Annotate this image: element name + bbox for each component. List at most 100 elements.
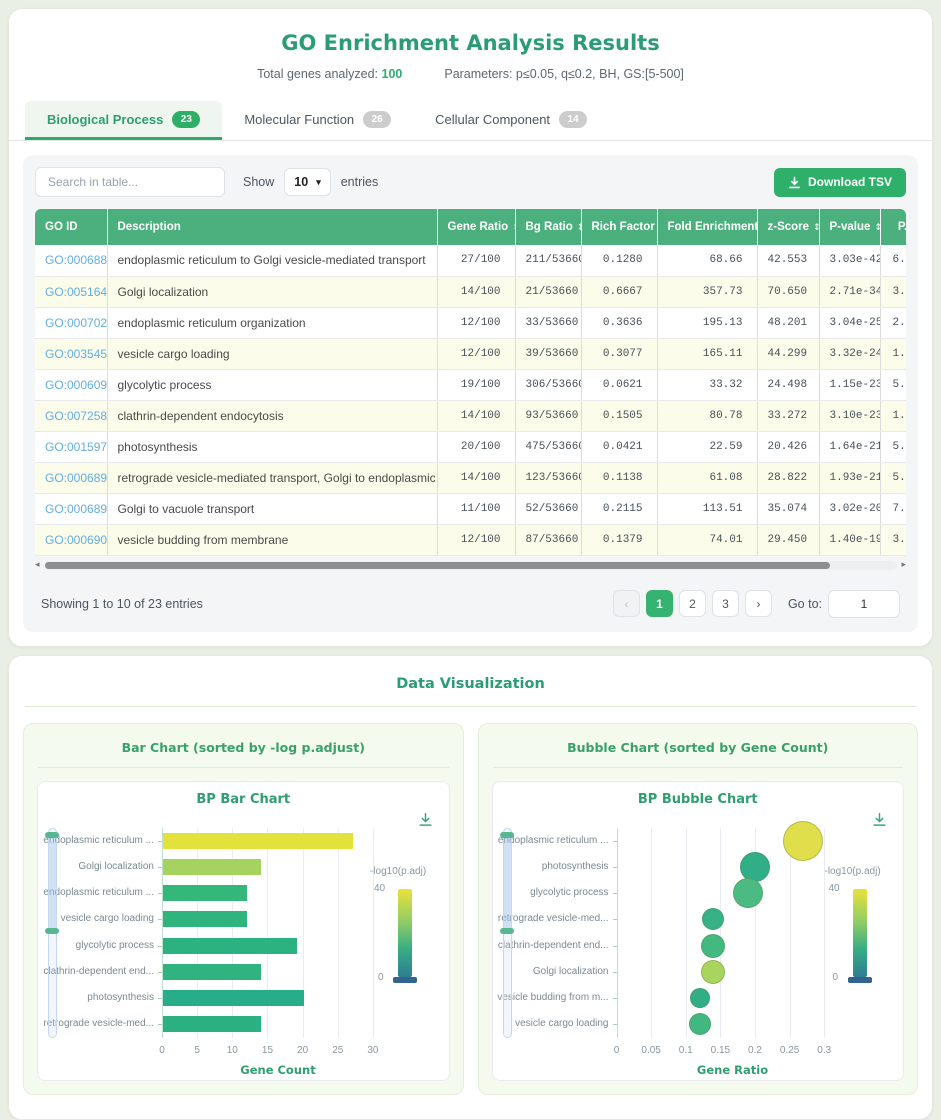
go-id-cell: GO:0006890 xyxy=(35,462,107,494)
bubble[interactable] xyxy=(701,933,726,958)
tab-biological-process[interactable]: Biological Process 23 xyxy=(25,101,223,140)
sort-icon[interactable]: ↕ xyxy=(512,223,515,233)
bubble[interactable] xyxy=(783,820,824,861)
divider xyxy=(38,766,449,768)
download-chart-icon[interactable] xyxy=(872,812,887,832)
table-row: GO:0006096 glycolytic process 19/100 306/53… xyxy=(35,369,906,401)
go-id-link[interactable]: GO:0006888 xyxy=(45,253,107,268)
download-chart-icon[interactable] xyxy=(418,812,433,832)
grid-line xyxy=(197,827,199,1038)
x-tick-label: 25 xyxy=(332,1044,344,1056)
legend-min-handle[interactable] xyxy=(847,976,872,983)
column-header-p-value[interactable]: P-value↕ xyxy=(818,209,880,245)
page-summary: Showing 1 to 10 of 23 entries xyxy=(41,596,203,611)
column-header-bg-ratio[interactable]: Bg Ratio ↕ xyxy=(514,209,581,245)
sort-icon[interactable]: ↕ xyxy=(813,223,819,233)
page-size-select[interactable]: 10 ▾ xyxy=(284,168,331,196)
bar-chart-card-title: Bar Chart (sorted by -log p.adjust) xyxy=(121,739,365,755)
go-id-link[interactable]: GO:0006900 xyxy=(45,532,107,547)
next-page-button[interactable]: › xyxy=(744,590,772,617)
table-panel: Show 10 ▾ entries Download TSV GO ID Desc… xyxy=(23,155,918,632)
cell: 33.272 xyxy=(756,400,819,432)
category-label: photosynthesis xyxy=(541,860,609,872)
tab-molecular-function[interactable]: Molecular Function 26 xyxy=(222,101,413,140)
y-axis-tick xyxy=(158,840,162,842)
cell: 35.074 xyxy=(756,493,819,525)
tab-count-badge: 23 xyxy=(172,110,201,128)
cell: vesicle budding from membrane xyxy=(106,524,437,556)
search-input[interactable] xyxy=(35,167,225,197)
datazoom-handle-top[interactable] xyxy=(499,831,514,838)
column-header-gene-ratio[interactable]: Gene Ratio↕ xyxy=(436,209,515,245)
go-id-link[interactable]: GO:0051645 xyxy=(45,284,107,299)
page-button-2[interactable]: 2 xyxy=(678,590,706,617)
cell: 2.71e-34 xyxy=(818,276,880,308)
go-id-link[interactable]: GO:0006096 xyxy=(45,377,107,392)
cell: 0.1505 xyxy=(580,400,657,432)
cell: 74.01 xyxy=(656,524,757,556)
go-id-link[interactable]: GO:0007029 xyxy=(45,315,107,330)
cell: 42.553 xyxy=(756,245,819,277)
datazoom-handle-bottom[interactable] xyxy=(499,927,514,934)
scrollbar-track[interactable] xyxy=(43,561,898,570)
column-header-fold-enrichment[interactable]: Fold Enrichment↕ xyxy=(656,209,757,245)
column-header-rich-factor[interactable]: Rich Factor ↕ xyxy=(580,209,657,245)
prev-page-button[interactable]: ‹ xyxy=(612,590,640,617)
bar[interactable] xyxy=(163,885,248,902)
bar[interactable] xyxy=(163,858,262,875)
scroll-left-icon[interactable]: ◂ xyxy=(35,560,40,570)
table-row: GO:0006896 Golgi to vacuole transport 11/1… xyxy=(35,493,906,525)
table-body: GO:0006888 endoplasmic reticulum to Golgi… xyxy=(35,245,906,556)
x-tick-label: 20 xyxy=(297,1044,309,1056)
y-axis-tick xyxy=(612,1024,617,1026)
datazoom-handle-top[interactable] xyxy=(45,831,59,838)
page-button-3[interactable]: 3 xyxy=(711,590,739,617)
bubble[interactable] xyxy=(688,1013,711,1036)
bubble[interactable] xyxy=(702,908,725,931)
bar[interactable] xyxy=(163,963,262,980)
bubble[interactable] xyxy=(733,878,764,909)
legend-min-label: 0 xyxy=(832,971,839,983)
bar[interactable] xyxy=(163,1016,262,1033)
legend-min-handle[interactable] xyxy=(393,976,417,983)
bar[interactable] xyxy=(163,937,297,954)
total-genes-value: 100 xyxy=(381,67,403,81)
go-id-cell: GO:0015979 xyxy=(35,431,107,463)
go-id-link[interactable]: GO:0015979 xyxy=(45,439,107,454)
table-horizontal-scrollbar[interactable]: ◂ ▸ xyxy=(35,558,906,574)
bubble[interactable] xyxy=(689,988,710,1009)
column-header-z-score[interactable]: z-Score↕ xyxy=(756,209,819,245)
legend-min-label: 0 xyxy=(378,971,384,983)
cell: 0.3636 xyxy=(580,307,657,339)
scroll-right-icon[interactable]: ▸ xyxy=(901,560,906,570)
sort-icon[interactable]: ↕ xyxy=(577,223,581,233)
cell: 19/100 xyxy=(436,369,515,401)
bar[interactable] xyxy=(163,990,304,1007)
scrollbar-thumb[interactable] xyxy=(44,562,831,569)
bubble-chart-title: BP Bubble Chart xyxy=(637,791,758,807)
bar[interactable] xyxy=(163,832,353,849)
bubble[interactable] xyxy=(701,959,726,984)
go-id-link[interactable]: GO:0006890 xyxy=(45,470,107,485)
category-label: Golgi localization xyxy=(78,860,154,872)
cell: 113.51 xyxy=(656,493,757,525)
bar[interactable] xyxy=(163,911,248,928)
go-id-link[interactable]: GO:0006896 xyxy=(45,501,107,516)
legend-title: -log10(p.adj) xyxy=(824,865,881,877)
tab-count-badge: 26 xyxy=(363,110,392,128)
sort-icon[interactable]: ↕ xyxy=(874,223,880,233)
cell: 3.04e-25 xyxy=(818,307,880,339)
tab-cellular-component[interactable]: Cellular Component 14 xyxy=(413,101,609,140)
x-tick-label: 0.3 xyxy=(817,1044,832,1056)
pagination: Showing 1 to 10 of 23 entries ‹ 1 2 3 › … xyxy=(35,586,906,620)
visualization-title: Data Visualization xyxy=(396,675,545,692)
page-button-1[interactable]: 1 xyxy=(645,590,673,617)
cell: 0.3077 xyxy=(580,338,657,370)
download-tsv-button[interactable]: Download TSV xyxy=(774,167,906,197)
y-axis-tick xyxy=(612,971,617,973)
datazoom-handle-bottom[interactable] xyxy=(45,927,59,934)
goto-page-input[interactable] xyxy=(828,589,900,618)
go-id-link[interactable]: GO:0072583 xyxy=(45,408,107,423)
go-id-link[interactable]: GO:0035459 xyxy=(45,346,107,361)
column-header-p-adjust[interactable]: P.adjust↕ xyxy=(879,209,906,245)
